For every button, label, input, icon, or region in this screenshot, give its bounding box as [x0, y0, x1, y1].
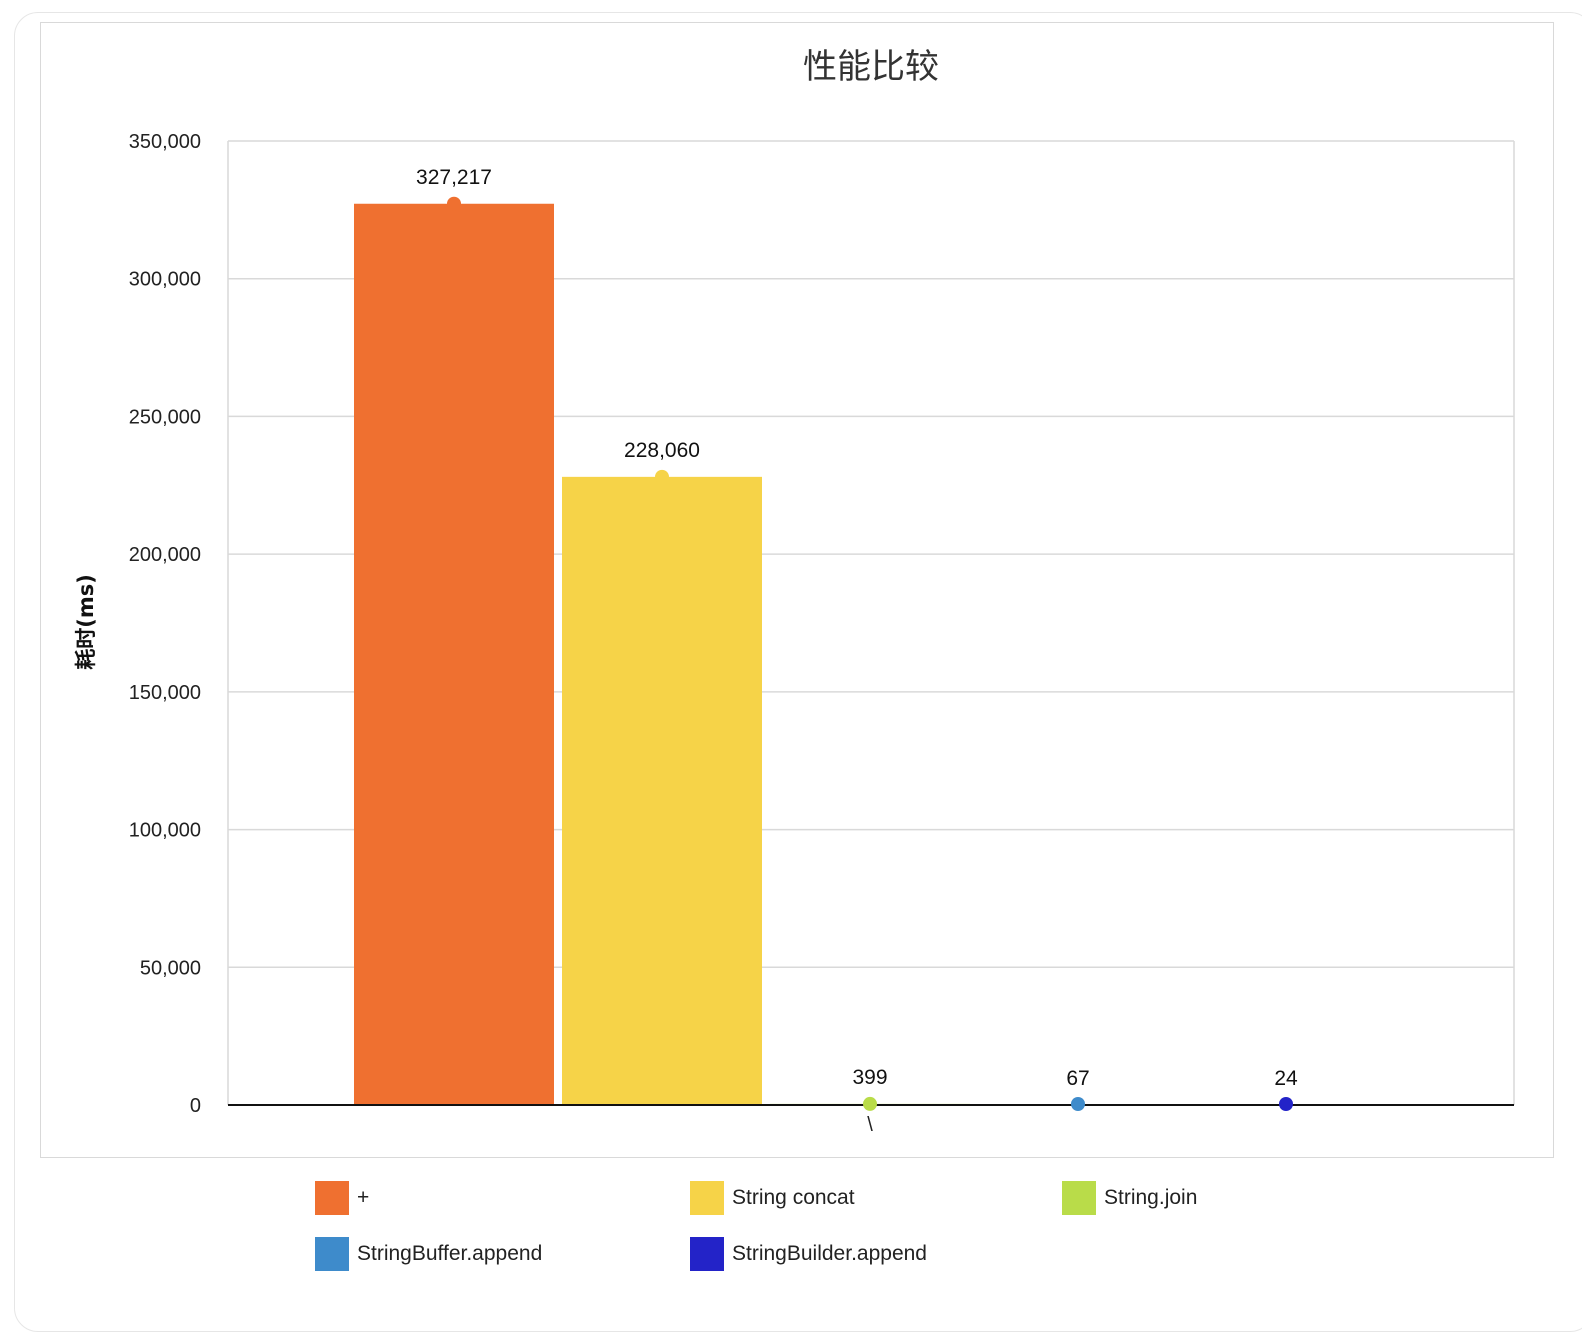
x-tick-label: \	[867, 1114, 873, 1136]
bar[interactable]	[562, 477, 762, 1105]
legend-item-plus[interactable]: +	[315, 1181, 369, 1215]
legend-label: +	[357, 1186, 369, 1210]
legend-swatch	[315, 1237, 349, 1271]
legend-label: StringBuilder.append	[732, 1242, 927, 1266]
bars	[354, 204, 1386, 1105]
value-marker	[1071, 1097, 1085, 1111]
chart-title: 性能比较	[803, 47, 939, 87]
y-tick-label: 250,000	[129, 406, 201, 428]
y-tick-label: 200,000	[129, 544, 201, 566]
bar[interactable]	[354, 204, 554, 1105]
value-marker	[1279, 1097, 1293, 1111]
data-label: 228,060	[624, 439, 700, 462]
legend-swatch	[1062, 1181, 1096, 1215]
value-marker	[655, 470, 669, 484]
y-tick-label: 0	[190, 1095, 201, 1117]
data-label: 67	[1066, 1067, 1089, 1090]
legend-label: String.join	[1104, 1186, 1197, 1210]
legend-item-stringbuilder-append[interactable]: StringBuilder.append	[690, 1237, 927, 1271]
y-axis-ticks: 0 50,000 100,000 150,000 200,000 250,000 300,0…	[129, 131, 201, 1117]
data-label: 327,217	[416, 166, 492, 189]
bar-chart: 性能比较 耗时(ms) 0 50,000 100,000 150,000 200,000…	[0, 0, 1582, 1170]
legend-swatch	[315, 1181, 349, 1215]
legend-swatch	[690, 1237, 724, 1271]
y-axis-label: 耗时(ms)	[74, 574, 98, 670]
y-tick-label: 100,000	[129, 820, 201, 842]
legend-swatch	[690, 1181, 724, 1215]
y-tick-label: 350,000	[129, 131, 201, 153]
legend-label: String concat	[732, 1186, 855, 1210]
data-label: 399	[852, 1066, 887, 1089]
legend-item-string-concat[interactable]: String concat	[690, 1181, 855, 1215]
legend-item-stringbuffer-append[interactable]: StringBuffer.append	[315, 1237, 542, 1271]
value-marker	[447, 197, 461, 211]
y-tick-label: 50,000	[140, 957, 201, 979]
legend-item-string-join[interactable]: String.join	[1062, 1181, 1197, 1215]
legend-label: StringBuffer.append	[357, 1242, 542, 1266]
y-tick-label: 300,000	[129, 269, 201, 291]
y-tick-label: 150,000	[129, 682, 201, 704]
value-marker	[863, 1097, 877, 1111]
data-label: 24	[1274, 1067, 1298, 1090]
